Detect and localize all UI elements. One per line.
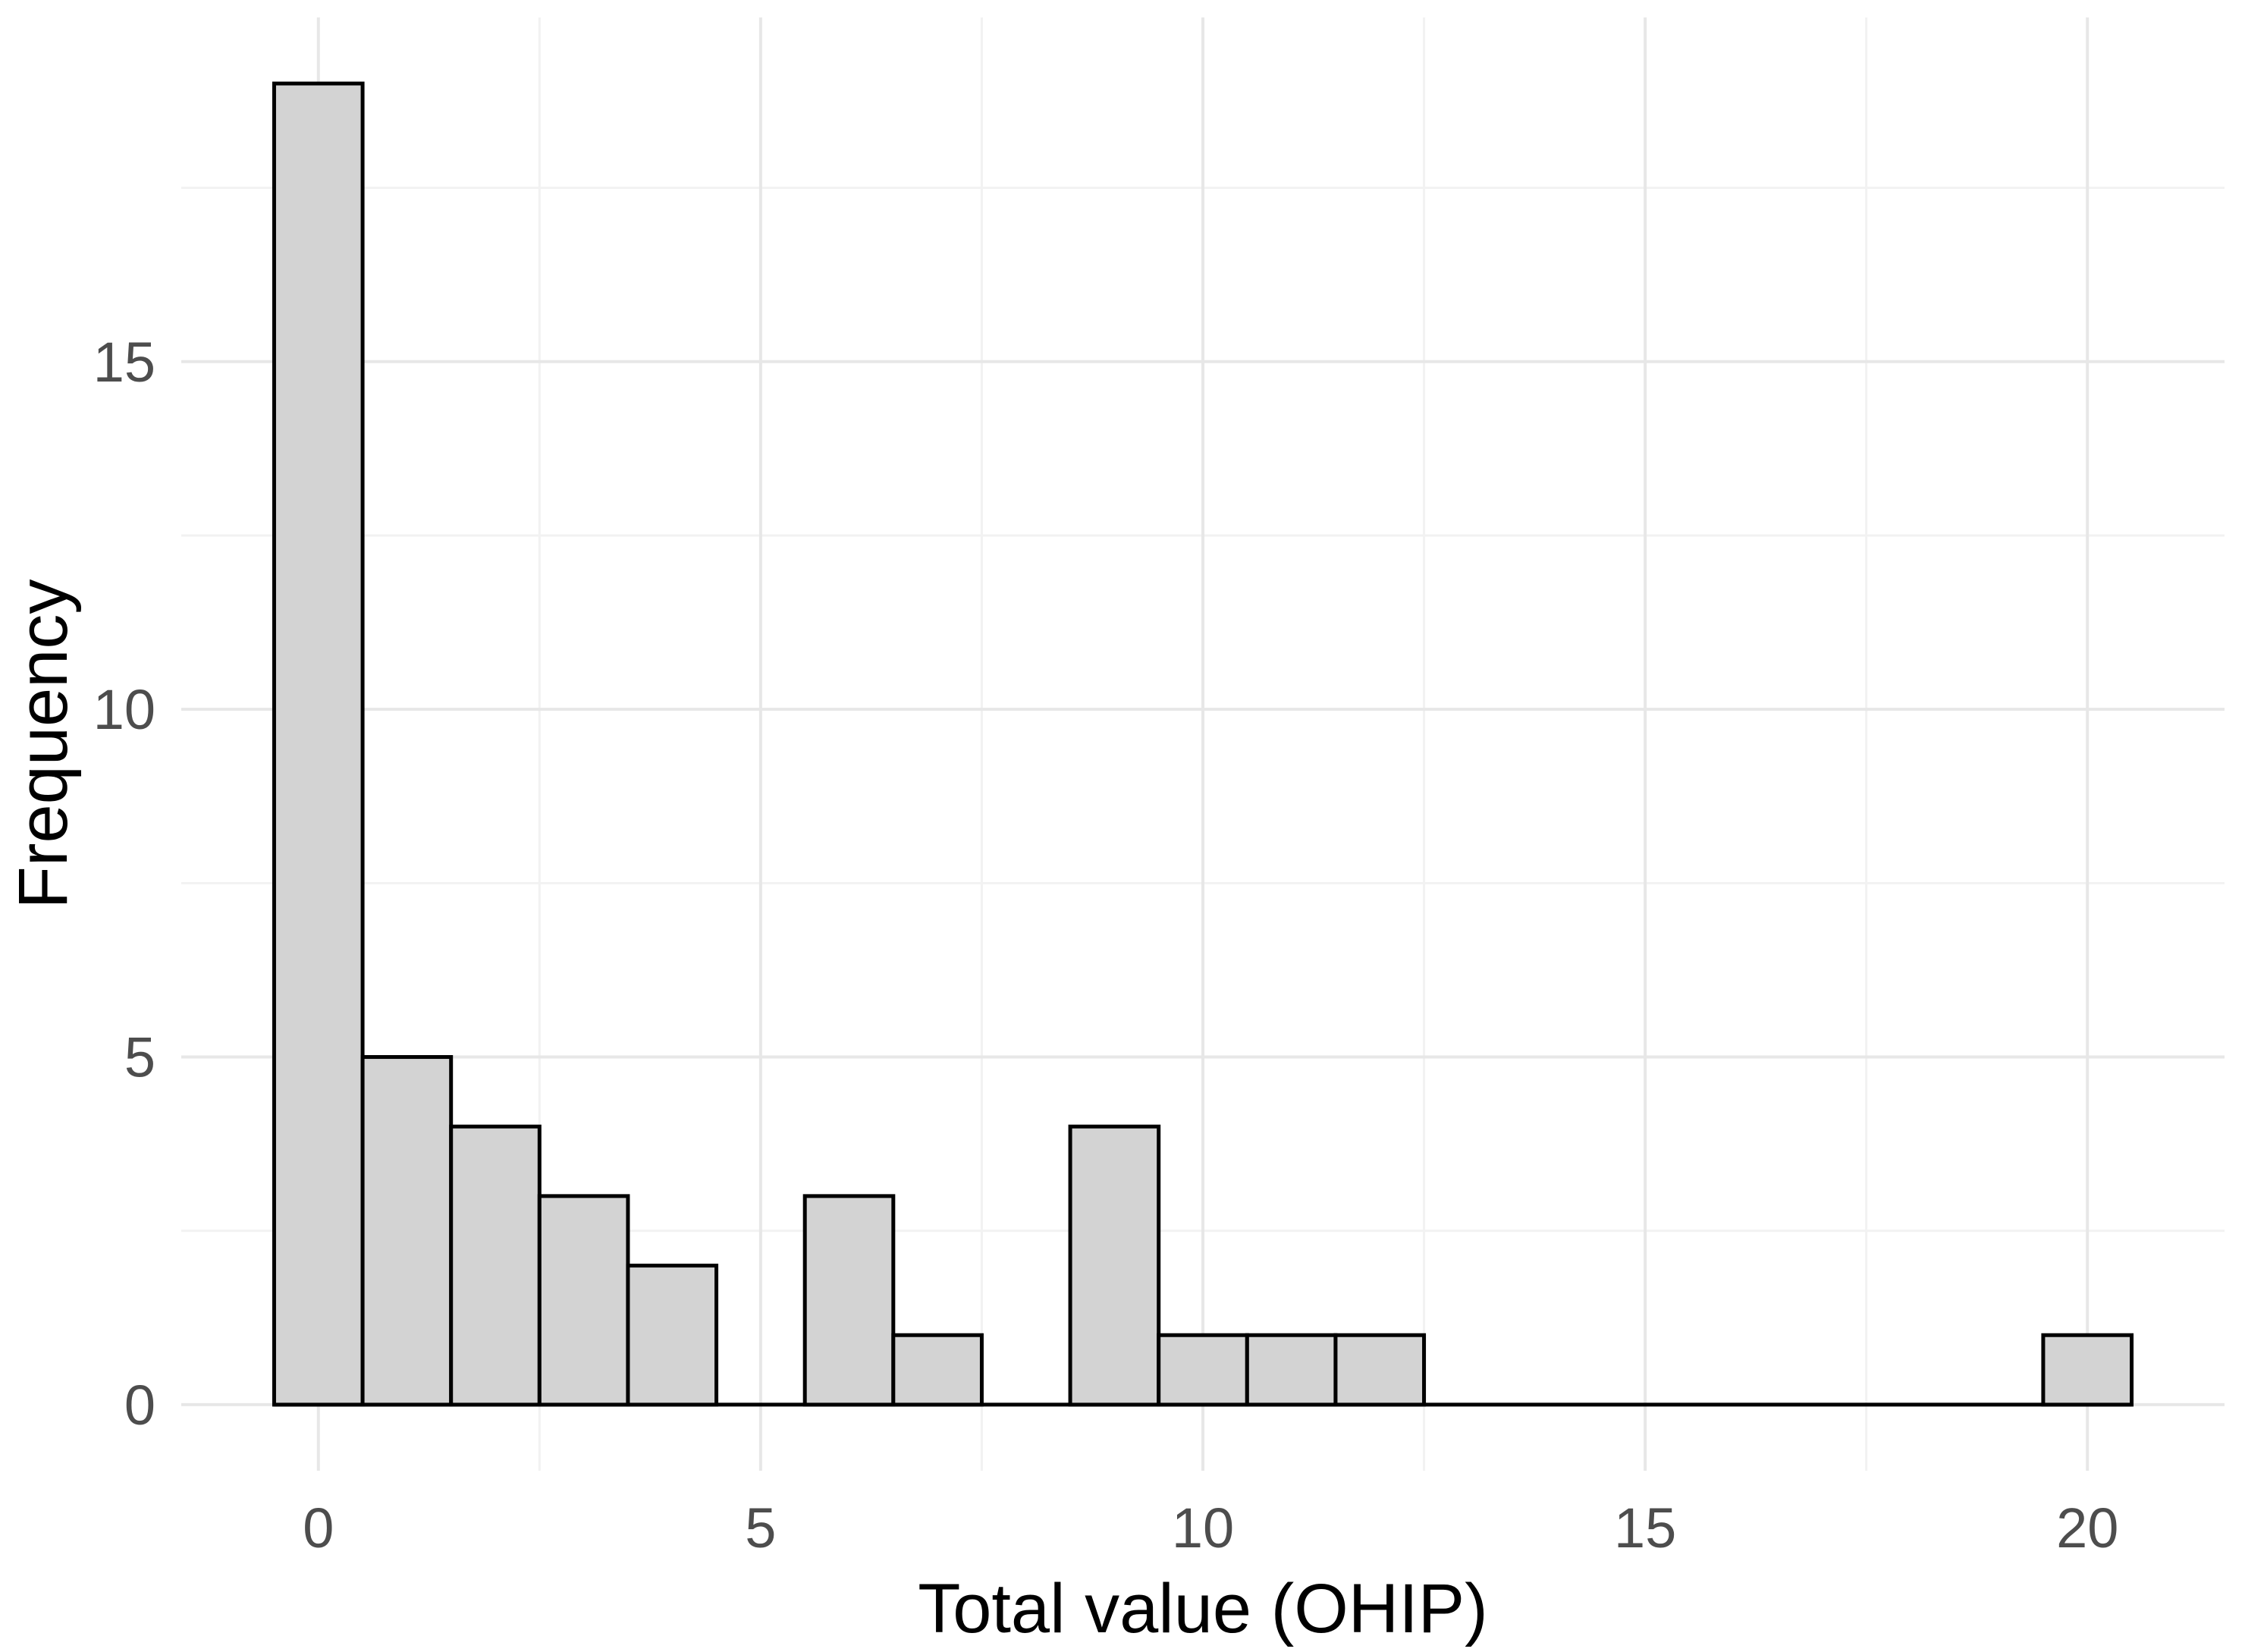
histogram-bar	[1245, 1333, 1338, 1407]
y-tick-label: 5	[124, 1026, 155, 1089]
histogram-bar	[802, 1194, 896, 1407]
histogram-bar	[537, 1194, 630, 1407]
y-tick-label: 15	[93, 331, 155, 394]
y-tick-label: 10	[93, 678, 155, 741]
y-tick-label: 0	[124, 1374, 155, 1437]
histogram-bar	[360, 1055, 454, 1407]
x-tick-label: 0	[303, 1497, 334, 1559]
histogram-bar	[626, 1264, 719, 1407]
histogram-bar	[1333, 1333, 1427, 1407]
x-tick-label: 10	[1172, 1497, 1234, 1559]
axis-tick-labels: 0 5 10 15 0 5 10 15 20	[93, 331, 2119, 1559]
x-tick-label: 20	[2056, 1497, 2118, 1559]
histogram-bar	[2041, 1333, 2134, 1407]
histogram-bar	[891, 1333, 984, 1407]
y-axis-title: Frequency	[5, 579, 82, 909]
histogram-bar	[272, 81, 365, 1407]
histogram-bar	[1157, 1333, 1249, 1407]
x-tick-label: 15	[1614, 1497, 1676, 1559]
x-axis-title: Total value (OHIP)	[918, 1570, 1488, 1647]
x-tick-label: 5	[745, 1497, 776, 1559]
histogram-bar	[449, 1124, 542, 1407]
histogram-bars	[272, 81, 2134, 1407]
histogram-bar	[1068, 1124, 1161, 1407]
